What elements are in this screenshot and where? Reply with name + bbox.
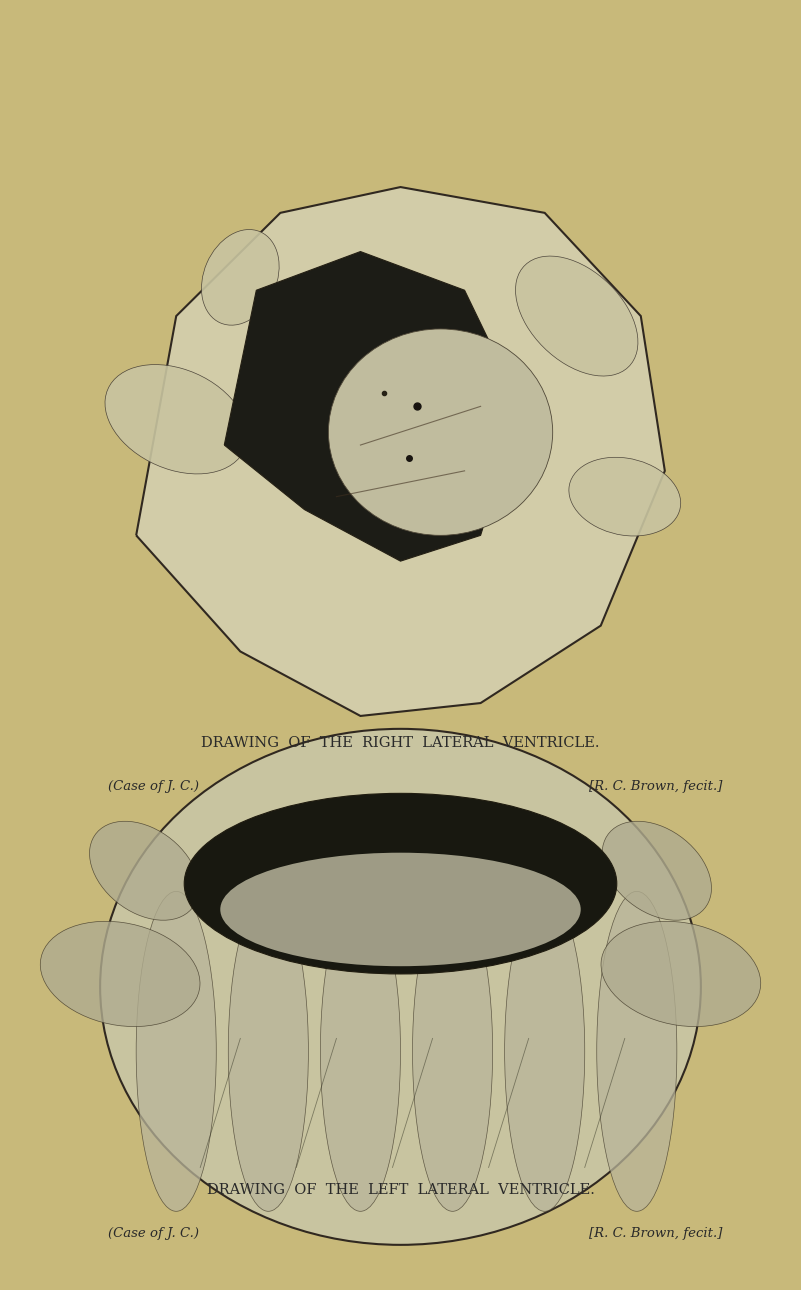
Text: [R. C. Brown, fecit.]: [R. C. Brown, fecit.] xyxy=(589,1227,723,1240)
Ellipse shape xyxy=(569,457,681,537)
Ellipse shape xyxy=(202,230,279,325)
Ellipse shape xyxy=(602,822,711,920)
Text: DRAWING  OF  THE  LEFT  LATERAL  VENTRICLE.: DRAWING OF THE LEFT LATERAL VENTRICLE. xyxy=(207,1183,594,1197)
Text: [R. C. Brown, fecit.]: [R. C. Brown, fecit.] xyxy=(589,780,723,793)
Ellipse shape xyxy=(505,891,585,1211)
Ellipse shape xyxy=(228,891,308,1211)
PathPatch shape xyxy=(136,187,665,716)
Ellipse shape xyxy=(136,891,216,1211)
Ellipse shape xyxy=(100,729,701,1245)
Text: (Case of J. C.): (Case of J. C.) xyxy=(108,1227,199,1240)
Text: (Case of J. C.): (Case of J. C.) xyxy=(108,780,199,793)
Ellipse shape xyxy=(40,921,200,1027)
Ellipse shape xyxy=(105,365,248,473)
Ellipse shape xyxy=(184,793,617,974)
Ellipse shape xyxy=(320,891,400,1211)
Ellipse shape xyxy=(90,822,199,920)
Ellipse shape xyxy=(413,891,493,1211)
Ellipse shape xyxy=(328,329,553,535)
Ellipse shape xyxy=(220,853,581,966)
Ellipse shape xyxy=(516,257,638,375)
Ellipse shape xyxy=(597,891,677,1211)
Ellipse shape xyxy=(601,921,761,1027)
PathPatch shape xyxy=(224,252,521,561)
Text: DRAWING  OF  THE  RIGHT  LATERAL  VENTRICLE.: DRAWING OF THE RIGHT LATERAL VENTRICLE. xyxy=(201,737,600,751)
